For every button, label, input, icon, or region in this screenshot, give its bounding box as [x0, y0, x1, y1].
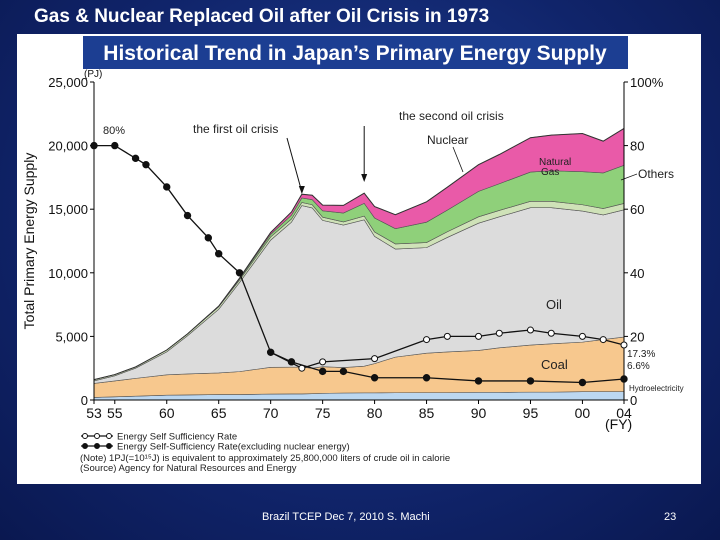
x-tick-label: 75	[315, 405, 331, 421]
annotation-arrow	[286, 137, 303, 193]
annotation-leader	[620, 173, 638, 181]
rate-lines	[90, 141, 628, 387]
x-tick-label: 70	[263, 405, 279, 421]
legend-marker	[106, 443, 112, 449]
annotation-label: 17.3%	[627, 349, 655, 360]
rate-point	[319, 358, 327, 366]
page-number: 23	[664, 511, 677, 523]
chart-note: (Note) 1PJ(=10¹⁵J) is equivalent to appr…	[80, 453, 450, 464]
rate-point	[526, 326, 534, 334]
x-tick-label: 85	[419, 405, 435, 421]
rate-point	[495, 329, 503, 337]
x-tick-label: 00	[575, 405, 591, 421]
footer-text: Brazil TCEP Dec 7, 2010 S. Machi	[262, 511, 430, 523]
rate-point	[526, 377, 535, 385]
annotation-label: Hydroelectricity	[629, 384, 684, 393]
y-unit-label: (PJ)	[84, 69, 102, 80]
rate-point	[163, 183, 171, 191]
annotation-label: 80%	[103, 125, 125, 137]
rate-point	[111, 141, 119, 150]
rate-point	[547, 329, 555, 337]
rate-point	[235, 269, 244, 277]
rate-point	[599, 336, 607, 344]
rate-point	[423, 336, 431, 344]
legend-marker	[94, 433, 100, 439]
rate-point	[131, 154, 140, 163]
annotation-label: the second oil crisis	[399, 109, 504, 123]
x-tick-label: 95	[523, 405, 539, 421]
rate-point	[620, 375, 628, 383]
chart-note: (Source) Agency for Natural Resources an…	[80, 463, 297, 474]
legend-label: Energy Self Sufficiency Rate	[117, 432, 237, 443]
y2-tick-label: 100%	[630, 75, 664, 90]
rate-point	[474, 377, 483, 385]
y-tick-label: 20,000	[48, 139, 88, 154]
annotation-label: the first oil crisis	[193, 122, 278, 136]
annotation-label: 6.6%	[627, 361, 650, 372]
chart-title: Historical Trend in Japan’s Primary Ener…	[103, 42, 607, 65]
slide-title: Gas & Nuclear Replaced Oil after Oil Cri…	[34, 6, 490, 27]
rate-point	[215, 250, 223, 258]
x-tick-label: 55	[107, 405, 123, 421]
axes: 0 5,000 10,000 15,000 20,000 25,000 0 20 40 60 80 1…	[21, 69, 664, 432]
rate-point	[578, 332, 586, 340]
legend-marker	[94, 443, 100, 449]
x-tick-label: 65	[211, 405, 227, 421]
rate-point	[339, 367, 348, 376]
rate-point	[287, 358, 296, 366]
y2-tick-label: 80	[630, 139, 644, 154]
rate-point	[443, 332, 451, 340]
annotation-label: Oil	[546, 297, 562, 312]
annotation-label: Natural	[539, 157, 571, 168]
annotation-leader	[452, 146, 464, 173]
x-tick-label: 80	[367, 405, 383, 421]
y-tick-label: 25,000	[48, 75, 88, 90]
annotations: 80% the first oil crisis the second oil cr…	[103, 109, 684, 393]
legend-marker	[82, 443, 88, 449]
y2-tick-label: 40	[630, 266, 644, 281]
rate-point	[266, 348, 275, 356]
rate-point	[371, 355, 379, 363]
rate-point	[318, 367, 327, 376]
y-tick-label: 0	[81, 393, 88, 408]
chart-title-banner	[83, 36, 628, 69]
annotation-label: Nuclear	[427, 133, 468, 147]
rate-point	[422, 374, 431, 382]
x-tick-label: 04	[616, 405, 632, 421]
annotation-label: Others	[638, 167, 674, 181]
annotation-arrowhead	[361, 174, 368, 182]
legend-marker	[82, 433, 88, 439]
x-tick-label: 60	[159, 405, 175, 421]
y-axis-label: Total Primary Energy Supply	[21, 153, 37, 330]
annotation-label: Gas	[541, 167, 559, 178]
rate-point	[204, 234, 213, 242]
y2-tick-label: 60	[630, 202, 644, 217]
x-tick-label: 90	[471, 405, 487, 421]
legend-label: Energy Self-Sufficiency Rate(excluding n…	[117, 442, 350, 453]
y2-tick-label: 0	[630, 393, 637, 408]
rate-point	[142, 160, 150, 169]
y2-tick-label: 20	[630, 329, 644, 344]
rate-point	[90, 141, 98, 150]
total-outline	[93, 128, 625, 381]
rate-point	[475, 332, 483, 340]
chart: Historical Trend in Japan’s Primary Ener…	[17, 34, 701, 484]
y-tick-label: 5,000	[55, 329, 88, 344]
annotation-arrowhead	[298, 186, 305, 194]
rate-point	[370, 374, 379, 382]
rate-point	[578, 378, 587, 387]
y-tick-label: 10,000	[48, 266, 88, 281]
y-tick-label: 15,000	[48, 202, 88, 217]
annotation-label: Coal	[541, 357, 568, 372]
x-unit-label: (FY)	[605, 416, 632, 432]
x-tick-label: 53	[86, 405, 102, 421]
legend-marker	[106, 433, 112, 439]
rate-point	[183, 211, 192, 220]
rate-point	[620, 341, 628, 349]
